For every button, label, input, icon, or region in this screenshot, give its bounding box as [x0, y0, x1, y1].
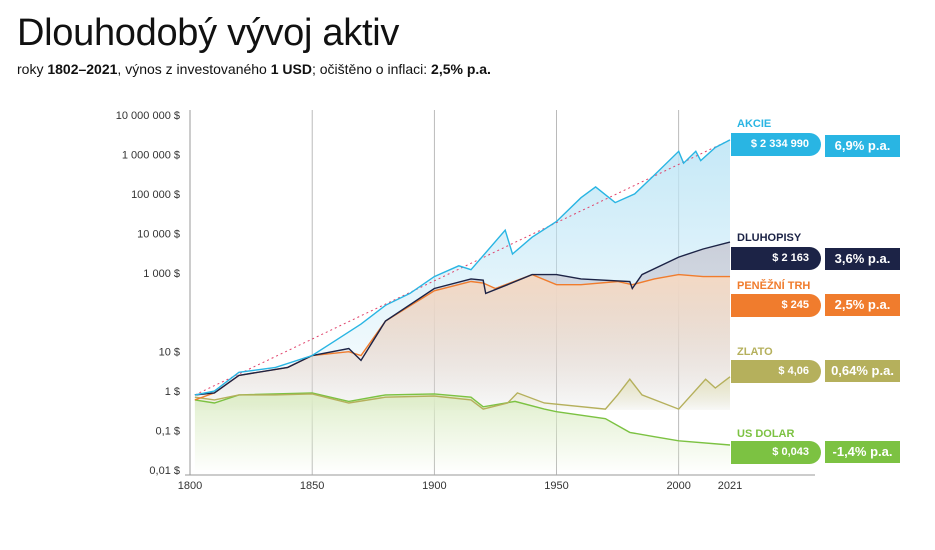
series-final-value: $ 4,06: [731, 360, 821, 383]
series-label: PENĚŽNÍ TRH: [737, 280, 811, 292]
series-rate: 3,6% p.a.: [825, 248, 900, 270]
series-final-value: $ 0,043: [731, 441, 821, 464]
series-rate: 2,5% p.a.: [825, 294, 900, 316]
series-label: AKCIE: [737, 118, 772, 130]
area-peněžní-trh: [194, 274, 731, 410]
series-rate: 6,9% p.a.: [825, 135, 900, 157]
series-final-value: $ 2 334 990: [731, 133, 821, 156]
page-title: Dlouhodobý vývoj aktiv: [17, 12, 400, 54]
series-label: ZLATO: [737, 346, 773, 358]
y-tick-label: 1 $: [165, 386, 180, 398]
subtitle-years: 1802–2021: [47, 61, 118, 77]
series-rate: 0,64% p.a.: [825, 360, 900, 382]
y-tick-label: 0,01 $: [149, 465, 180, 477]
y-tick-label: 1 000 000 $: [122, 149, 180, 161]
y-tick-label: 0,1 $: [156, 426, 180, 438]
series-rate: -1,4% p.a.: [825, 441, 900, 463]
subtitle-text: ; očištěno o inflaci:: [311, 61, 432, 77]
series-label: DLUHOPISY: [737, 232, 802, 244]
y-tick-label: 10 000 000 $: [116, 110, 180, 122]
series-final-value: $ 2 163: [731, 247, 821, 270]
series-final-value: $ 245: [731, 294, 821, 317]
y-tick-label: 1 000 $: [143, 268, 180, 280]
series-line: [194, 241, 731, 396]
subtitle-amount: 1 USD: [270, 61, 312, 77]
subtitle-inflation: 2,5% p.a.: [431, 61, 491, 77]
x-tick-label: 2000: [666, 480, 690, 492]
subtitle-text: , výnos z investovaného: [117, 61, 271, 77]
y-tick-label: 10 $: [159, 347, 180, 359]
subtitle-text: roky: [17, 61, 48, 77]
x-tick-label: 1800: [178, 480, 202, 492]
x-tick-label: 1850: [300, 480, 324, 492]
x-tick-label: 2021: [718, 480, 742, 492]
x-tick-label: 1900: [422, 480, 446, 492]
x-tick-label: 1950: [544, 480, 568, 492]
y-tick-label: 10 000 $: [137, 228, 180, 240]
y-tick-label: 100 000 $: [131, 189, 180, 201]
series-label: US DOLAR: [737, 428, 795, 440]
area-us-dolar: [194, 392, 731, 470]
subtitle: roky 1802–2021, výnos z investovaného 1 …: [17, 61, 491, 77]
